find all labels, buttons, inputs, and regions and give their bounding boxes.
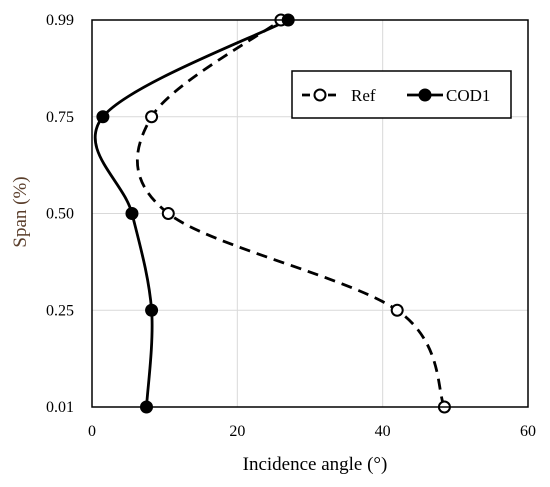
legend-marker-ref [313,88,327,102]
x-axis-label: Incidence angle (°) [243,454,388,475]
legend: Ref COD1 [291,70,512,119]
legend-items: Ref COD1 [302,86,490,105]
legend-label-cod1: COD1 [446,86,490,105]
data-point-ref [145,110,159,124]
y-tick-label: 0.25 [46,302,74,319]
legend-marker-cod1 [418,88,432,102]
x-tick-label: 60 [520,423,536,440]
series-lines [93,18,446,408]
y-tick-label: 0.75 [46,109,74,126]
y-axis-ticks: 0.01 0.25 0.50 0.75 0.99 [46,12,74,416]
series-line-ref [136,18,446,408]
y-tick-label: 0.01 [46,399,74,416]
x-tick-label: 20 [229,423,245,440]
data-point-ref [161,207,175,220]
y-axis-label: Span (%) [10,176,31,247]
y-tick-label: 0.99 [46,12,74,29]
x-axis-ticks: 0 20 40 60 [88,423,536,440]
legend-label-ref: Ref [351,86,376,105]
x-tick-label: 0 [88,423,96,440]
data-point-cod1 [96,110,110,124]
data-point-cod1 [125,207,139,220]
plot-frame [91,19,529,408]
y-tick-label: 0.50 [46,206,74,223]
series-line-cod1 [93,18,289,408]
data-point-cod1 [145,303,159,317]
data-point-ref [390,303,404,317]
x-tick-label: 40 [375,423,391,440]
